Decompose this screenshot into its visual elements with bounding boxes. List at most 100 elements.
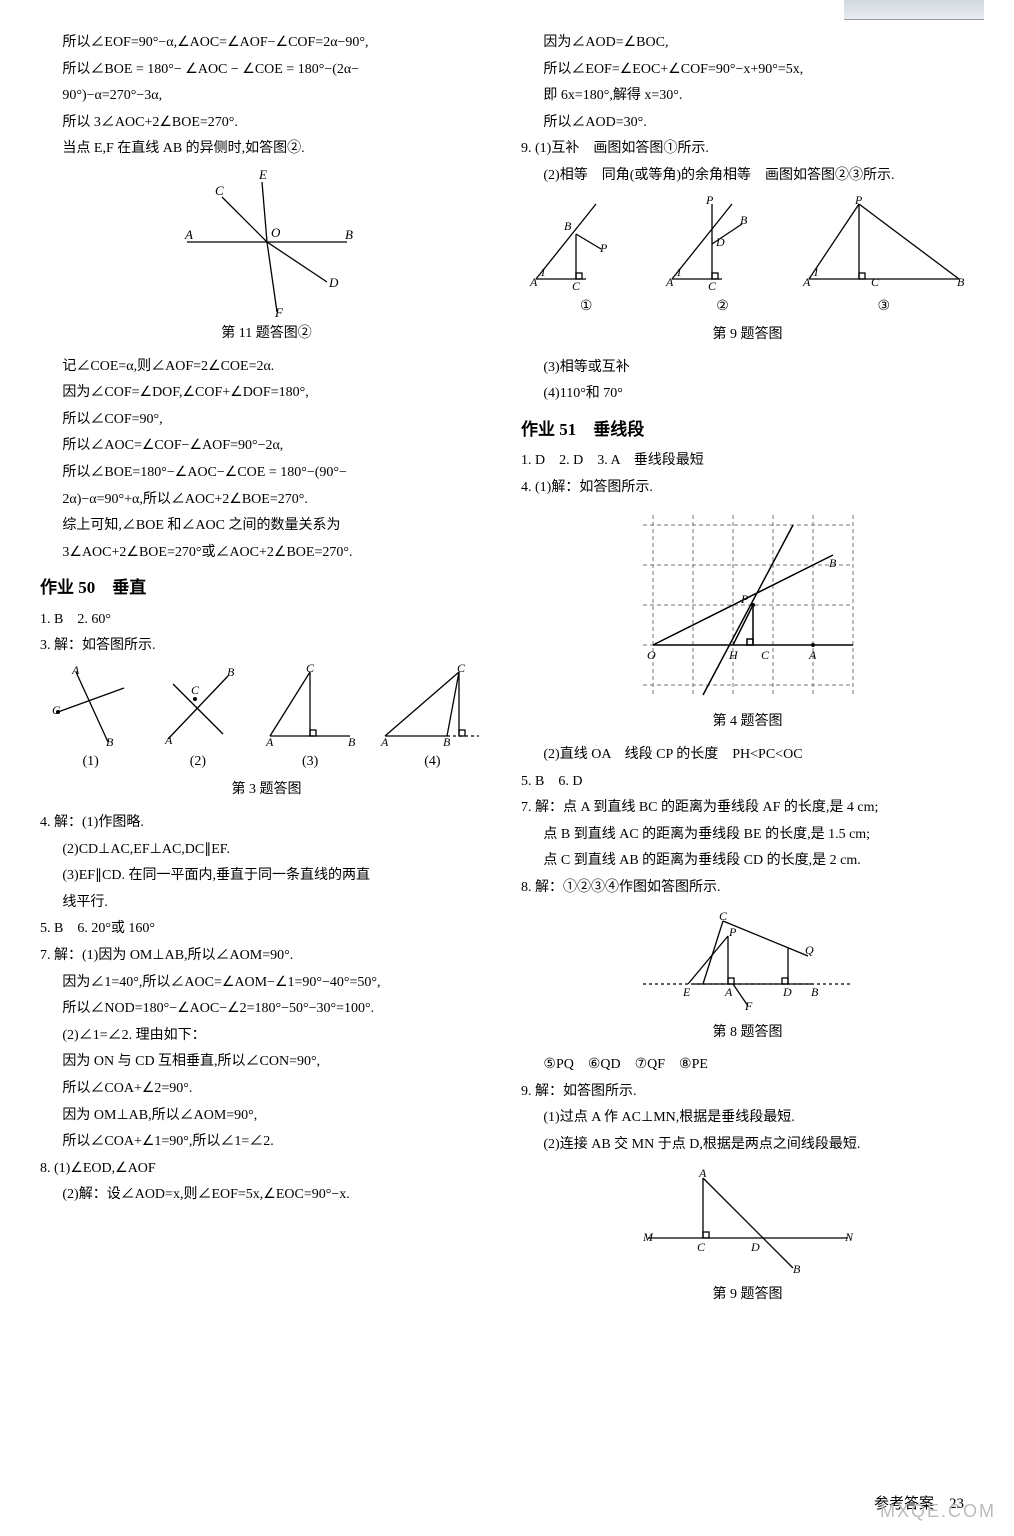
svg-text:A: A (71, 664, 80, 677)
sub-label: ② (662, 294, 782, 321)
answer: (1)过点 A 作 AC⊥MN,根据是垂线段最短. (521, 1105, 974, 1132)
answer: 点 B 到直线 AC 的距离为垂线段 BE 的长度,是 1.5 cm; (521, 822, 974, 849)
figure-9-caption: 第 9 题答图 (521, 322, 974, 349)
text: 所以∠BOE = 180°− ∠AOC − ∠COE = 180°−(2α− (40, 57, 493, 84)
answer: 所以∠COA+∠1=90°,所以∠1=∠2. (40, 1129, 493, 1156)
svg-text:1: 1 (813, 265, 819, 279)
answer: (2)CD⊥AC,EF⊥AC,DC∥EF. (40, 837, 493, 864)
svg-text:C: C (719, 909, 728, 923)
svg-text:B: B (811, 985, 819, 999)
figure-9b-caption: 第 9 题答图 (521, 1282, 974, 1309)
svg-text:P: P (740, 592, 749, 606)
figure-8-caption: 第 8 题答图 (521, 1020, 974, 1047)
svg-text:B: B (564, 219, 572, 233)
section-51-title: 作业 51 垂线段 (521, 414, 974, 446)
svg-text:A: A (529, 275, 538, 289)
answer: (3)EF∥CD. 在同一平面内,垂直于同一条直线的两直 (40, 863, 493, 890)
svg-text:B: B (740, 213, 748, 227)
svg-text:B: B (227, 665, 235, 679)
figure-3-row: A B C (1) A B C (2) (40, 664, 493, 776)
answer: 因为∠1=40°,所以∠AOC=∠AOM−∠1=90°−40°=50°, (40, 970, 493, 997)
svg-text:C: C (697, 1240, 706, 1254)
svg-text:A: A (724, 985, 733, 999)
svg-text:C: C (708, 279, 717, 293)
text: 所以∠EOF=∠EOC+∠COF=90°−x+90°=5x, (521, 57, 974, 84)
text: 记∠COE=α,则∠AOF=2∠COE=2α. (40, 354, 493, 381)
svg-text:E: E (258, 167, 267, 182)
text: 因为∠COF=∠DOF,∠COF+∠DOF=180°, (40, 380, 493, 407)
text: 综上可知,∠BOE 和∠AOC 之间的数量关系为 (40, 513, 493, 540)
answer: (3)相等或互补 (521, 355, 974, 382)
svg-text:A: A (265, 735, 274, 749)
svg-text:P: P (599, 241, 608, 255)
svg-text:P: P (705, 194, 714, 207)
svg-text:H: H (728, 648, 739, 662)
figure-4: OA BP HC (521, 505, 974, 705)
svg-text:A: A (380, 735, 389, 749)
svg-text:P: P (854, 194, 863, 207)
svg-text:C: C (306, 664, 315, 675)
svg-text:B: B (793, 1262, 801, 1276)
answer: 8. 解：①②③④作图如答图所示. (521, 875, 974, 902)
sub-label: ① (526, 294, 646, 321)
figure-3-caption: 第 3 题答图 (40, 777, 493, 804)
svg-text:E: E (682, 985, 691, 999)
answer: 所以∠NOD=180°−∠AOC−∠2=180°−50°−30°=100°. (40, 996, 493, 1023)
watermark: MXQE.COM (880, 1494, 996, 1528)
section-50-title: 作业 50 垂直 (40, 572, 493, 604)
text: 即 6x=180°,解得 x=30°. (521, 83, 974, 110)
text: 所以∠AOD=30°. (521, 110, 974, 137)
svg-text:B: B (443, 735, 451, 749)
figure-11: A B C E D F O (40, 167, 493, 317)
svg-text:C: C (457, 664, 466, 675)
svg-text:C: C (215, 183, 224, 198)
page-header-deco (844, 0, 984, 20)
answer: 3. 解：如答图所示. (40, 633, 493, 660)
svg-text:1: 1 (676, 265, 682, 279)
svg-text:C: C (191, 683, 200, 697)
svg-text:B: B (348, 735, 356, 749)
text: 因为∠AOD=∠BOC, (521, 30, 974, 57)
answer: 7. 解：点 A 到直线 BC 的距离为垂线段 AF 的长度,是 4 cm; (521, 795, 974, 822)
svg-text:C: C (761, 648, 770, 662)
svg-text:D: D (750, 1240, 760, 1254)
answer: 9. 解：如答图所示. (521, 1079, 974, 1106)
text: 所以∠COF=90°, (40, 407, 493, 434)
answer: 8. (1)∠EOD,∠AOF (40, 1156, 493, 1183)
svg-text:A: A (698, 1166, 707, 1180)
text: 所以∠BOE=180°−∠AOC−∠COE = 180°−(90°− (40, 460, 493, 487)
text: 所以∠AOC=∠COF−∠AOF=90°−2α, (40, 433, 493, 460)
answer: 9. (1)互补 画图如答图①所示. (521, 136, 974, 163)
two-column-layout: 所以∠EOF=90°−α,∠AOC=∠AOF−∠COF=2α−90°, 所以∠B… (40, 30, 974, 1314)
answer: 5. B 6. D (521, 769, 974, 796)
answer: 所以∠COA+∠2=90°. (40, 1076, 493, 1103)
answer: (2)直线 OA 线段 CP 的长度 PH<PC<OC (521, 742, 974, 769)
answer: 因为 ON 与 CD 互相垂直,所以∠CON=90°, (40, 1049, 493, 1076)
svg-text:C: C (52, 703, 61, 717)
figure-4-caption: 第 4 题答图 (521, 709, 974, 736)
answer: 1. B 2. 60° (40, 607, 493, 634)
text: 90°)−α=270°−3α, (40, 83, 493, 110)
svg-text:A: A (808, 648, 817, 662)
text: 当点 E,F 在直线 AB 的异侧时,如答图②. (40, 136, 493, 163)
answer: 因为 OM⊥AB,所以∠AOM=90°, (40, 1103, 493, 1130)
svg-text:Q: Q (805, 943, 814, 957)
answer: 1. D 2. D 3. A 垂线段最短 (521, 448, 974, 475)
svg-text:A: A (802, 275, 811, 289)
svg-text:B: B (345, 227, 353, 242)
svg-text:A: A (184, 227, 193, 242)
sub-label: ③ (799, 294, 969, 321)
figure-9-row: A C B P 1 ① A C (521, 194, 974, 321)
svg-text:N: N (844, 1230, 854, 1244)
svg-text:C: C (572, 279, 581, 293)
text: 3∠AOC+2∠BOE=270°或∠AOC+2∠BOE=270°. (40, 540, 493, 567)
svg-text:F: F (274, 305, 284, 317)
svg-text:C: C (871, 275, 880, 289)
svg-text:M: M (642, 1230, 654, 1244)
svg-text:A: A (164, 733, 173, 747)
svg-text:O: O (647, 648, 656, 662)
sub-label: (2) (153, 749, 243, 776)
figure-8: CPQ EAD BF (521, 906, 974, 1016)
svg-text:1: 1 (540, 265, 546, 279)
sub-label: (1) (46, 749, 136, 776)
